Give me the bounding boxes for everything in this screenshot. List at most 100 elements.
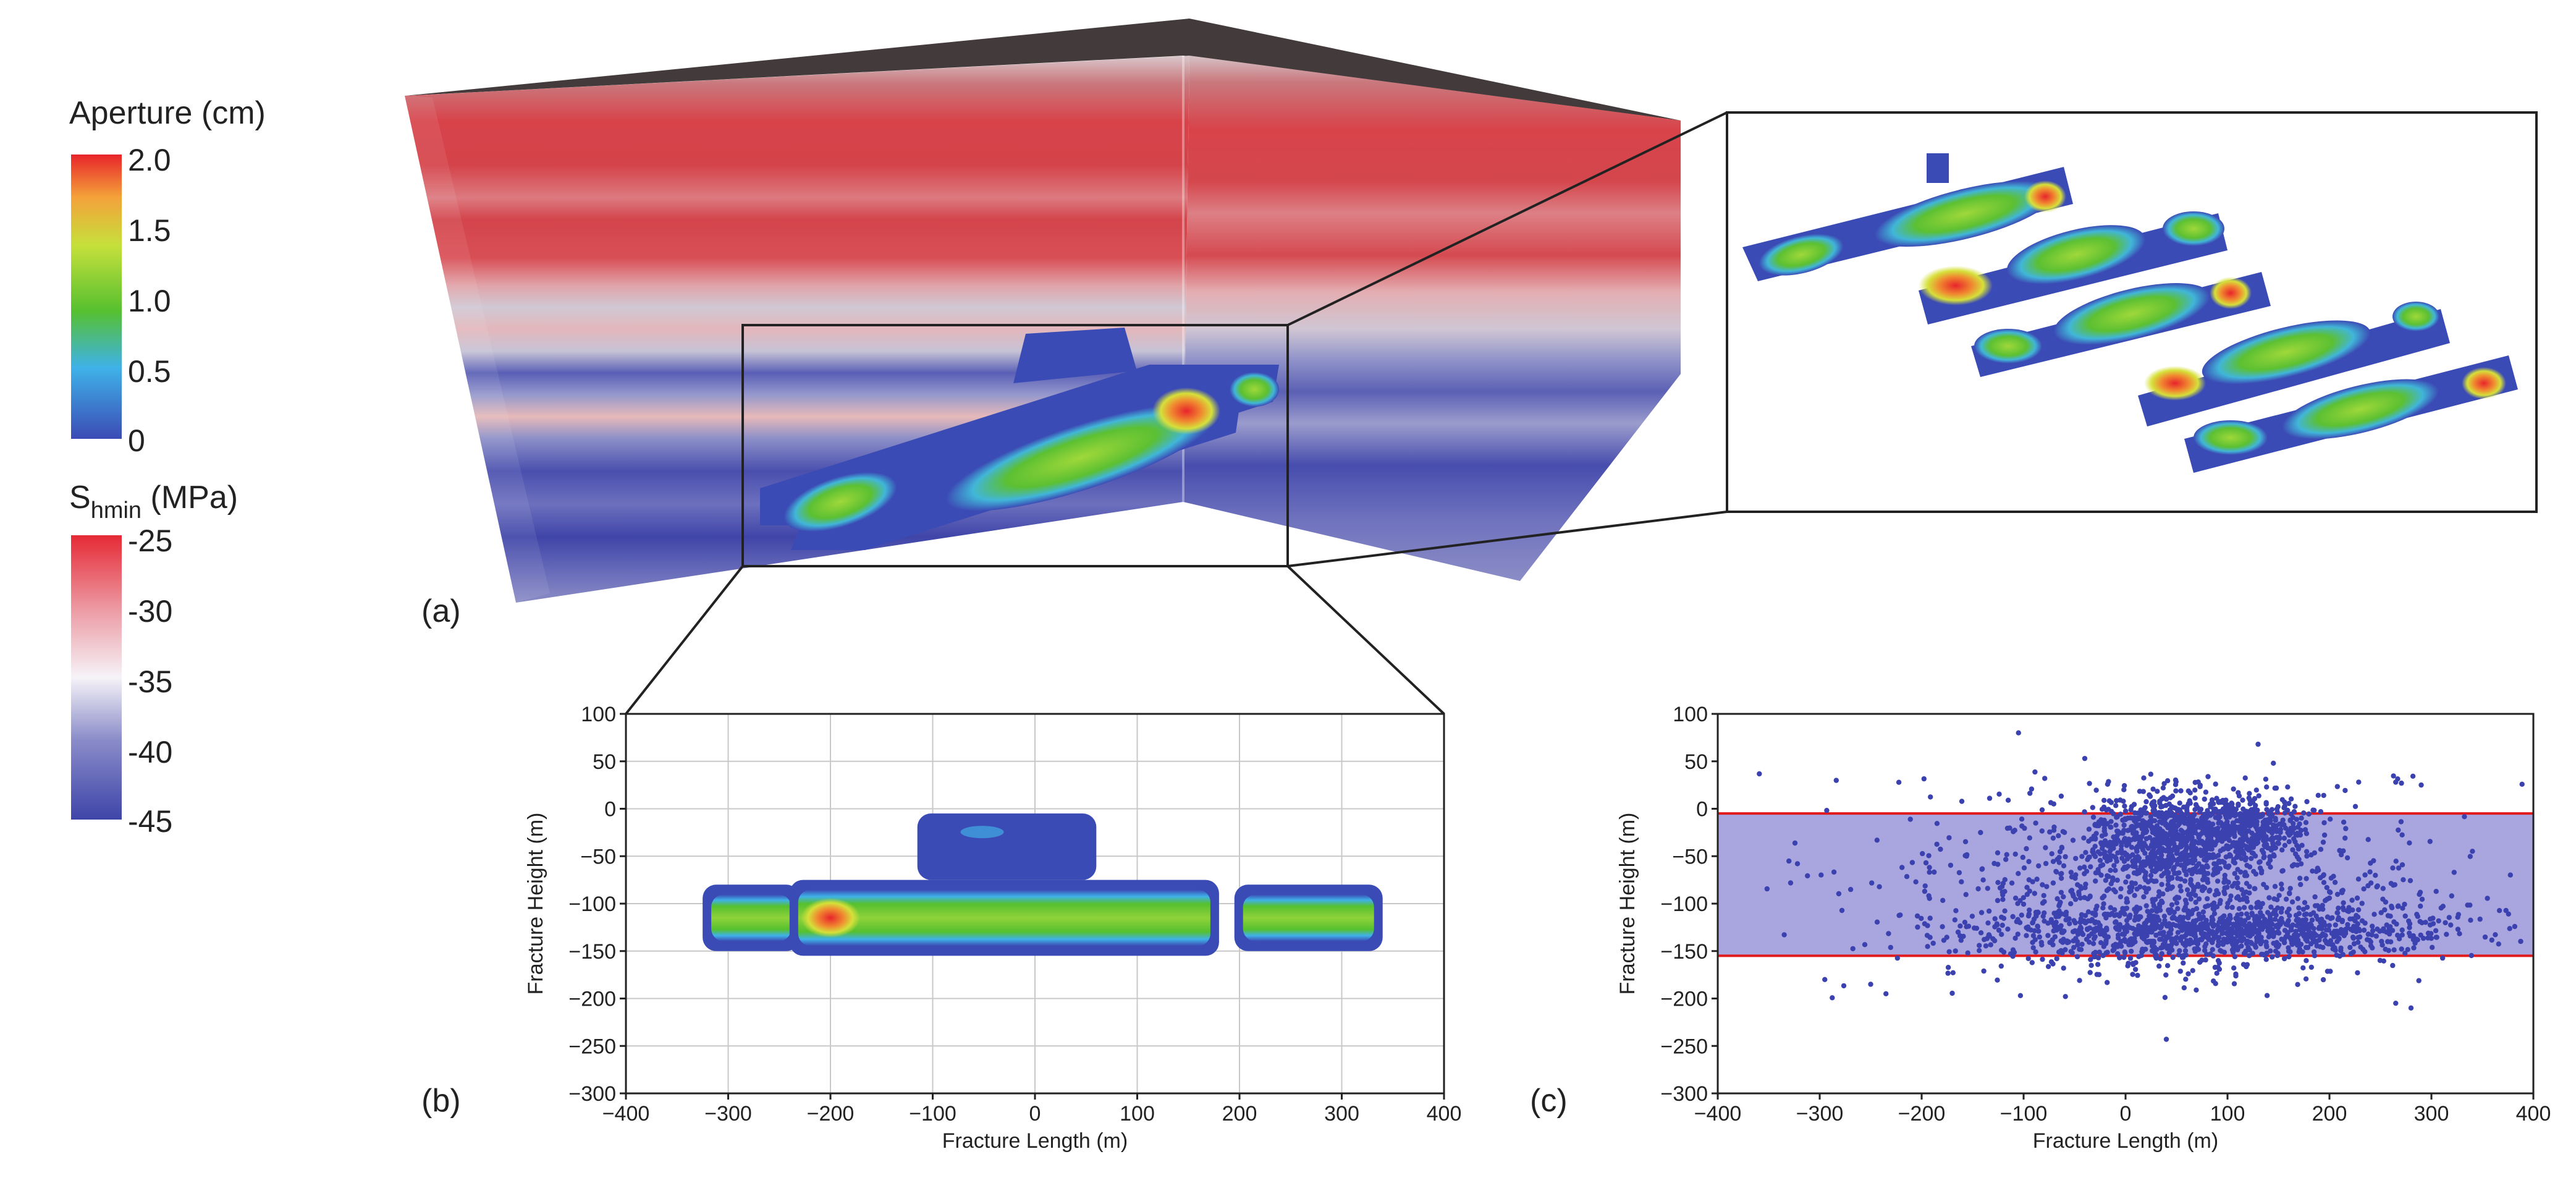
scatter-point xyxy=(2164,778,2171,784)
scatter-point xyxy=(2156,963,2162,969)
panel-label-b: (b) xyxy=(421,1083,461,1119)
scatter-point xyxy=(2286,954,2292,960)
scatter-point xyxy=(2286,945,2291,951)
scatter-point xyxy=(2105,980,2110,985)
scatter-point xyxy=(2160,944,2166,950)
scatter-point xyxy=(2303,976,2309,982)
scatter-point xyxy=(2234,825,2239,830)
scatter-point xyxy=(2455,914,2460,920)
scatter-point xyxy=(2124,896,2130,902)
scatter-point xyxy=(1934,821,1940,826)
scatter-point xyxy=(2133,927,2139,933)
x-tick-label: −300 xyxy=(704,1102,752,1126)
scatter-point xyxy=(2195,941,2200,947)
scatter-point xyxy=(2247,953,2252,959)
scatter-point xyxy=(1992,916,1998,922)
scatter-point xyxy=(2218,897,2223,904)
scatter-point xyxy=(1927,870,1932,875)
scatter-point xyxy=(2236,790,2241,795)
scatter-point xyxy=(2270,954,2275,960)
scatter-point xyxy=(1830,995,1835,1001)
scatter-point xyxy=(2215,958,2221,964)
scatter-point xyxy=(1959,879,1964,884)
scatter-point xyxy=(2196,896,2202,902)
scatter-point xyxy=(2015,931,2021,937)
scatter-point xyxy=(2392,882,2397,888)
scatter-point xyxy=(2247,921,2252,926)
scatter-point xyxy=(2076,930,2081,936)
scatter-point xyxy=(2283,934,2289,939)
scatter-point xyxy=(2446,915,2452,920)
scatter-point xyxy=(2310,868,2315,874)
scatter-point xyxy=(1928,794,1933,800)
scatter-point xyxy=(2021,865,2027,871)
scatter-point xyxy=(2228,853,2233,859)
scatter-point xyxy=(2274,922,2280,928)
scatter-point xyxy=(1938,846,1943,852)
scatter-point xyxy=(2230,949,2236,955)
scatter-point xyxy=(2306,927,2312,933)
scatter-point xyxy=(2113,822,2119,828)
scatter-point xyxy=(2192,893,2198,898)
scatter-point xyxy=(2291,862,2297,868)
scatter-point xyxy=(2095,920,2101,926)
scatter-point xyxy=(2129,804,2134,810)
scatter-point xyxy=(2207,838,2213,844)
scatter-point xyxy=(2355,914,2361,920)
scatter-point xyxy=(2182,865,2187,870)
scatter-point xyxy=(2399,946,2404,952)
scatter-point xyxy=(2448,922,2454,928)
scatter-point xyxy=(2177,923,2182,930)
scatter-point xyxy=(1996,927,2002,933)
scatter-point xyxy=(2263,800,2269,805)
scatter-point xyxy=(2056,855,2062,860)
scatter-point xyxy=(1927,865,1932,870)
y-tick-label: −100 xyxy=(1660,893,1708,916)
scatter-point xyxy=(2273,785,2279,791)
scatter-point xyxy=(2216,820,2221,826)
scatter-point xyxy=(1950,970,1956,976)
scatter-point xyxy=(2360,946,2366,952)
scatter-point xyxy=(2070,929,2076,935)
scatter-point xyxy=(2220,921,2226,927)
scatter-point xyxy=(2308,964,2314,970)
scatter-point xyxy=(2338,948,2344,954)
scatter-point xyxy=(2153,878,2159,884)
scatter-point xyxy=(2334,891,2341,897)
scatter-point xyxy=(2213,861,2218,867)
scatter-point xyxy=(2253,787,2259,793)
scatter-point xyxy=(2130,962,2136,967)
scatter-point xyxy=(2420,935,2426,941)
scatter-point xyxy=(2063,994,2068,999)
scatter-point xyxy=(2255,741,2261,747)
scatter-point xyxy=(2338,852,2344,858)
scatter-point xyxy=(2237,897,2243,902)
scatter-point xyxy=(2169,804,2174,810)
scatter-point xyxy=(2467,902,2473,908)
scatter-point xyxy=(2202,821,2208,827)
scatter-point xyxy=(2386,930,2392,935)
y-tick-label: −50 xyxy=(1672,845,1708,868)
scatter-point xyxy=(2270,835,2275,841)
scatter-point xyxy=(2097,949,2102,955)
scatter-point xyxy=(2311,949,2317,955)
scatter-point xyxy=(1757,771,1762,777)
scatter-point xyxy=(2029,960,2035,965)
scatter-point xyxy=(2112,907,2118,913)
scatter-point xyxy=(2300,907,2307,912)
scatter-point xyxy=(1969,914,1975,919)
scatter-point xyxy=(1907,816,1913,822)
scatter-point xyxy=(1914,913,1920,919)
scatter-point xyxy=(2287,818,2293,823)
scatter-point xyxy=(2112,854,2118,860)
scatter-point xyxy=(2352,804,2359,810)
scatter-point xyxy=(2177,844,2182,850)
scatter-point xyxy=(2094,823,2100,829)
scatter-point xyxy=(2042,899,2047,904)
scatter-point xyxy=(2328,969,2333,974)
scatter-point xyxy=(2135,810,2141,816)
scatter-point xyxy=(2077,978,2082,983)
scatter-point xyxy=(2075,942,2080,948)
scatter-point xyxy=(2507,926,2512,931)
scatter-point xyxy=(2012,828,2017,833)
